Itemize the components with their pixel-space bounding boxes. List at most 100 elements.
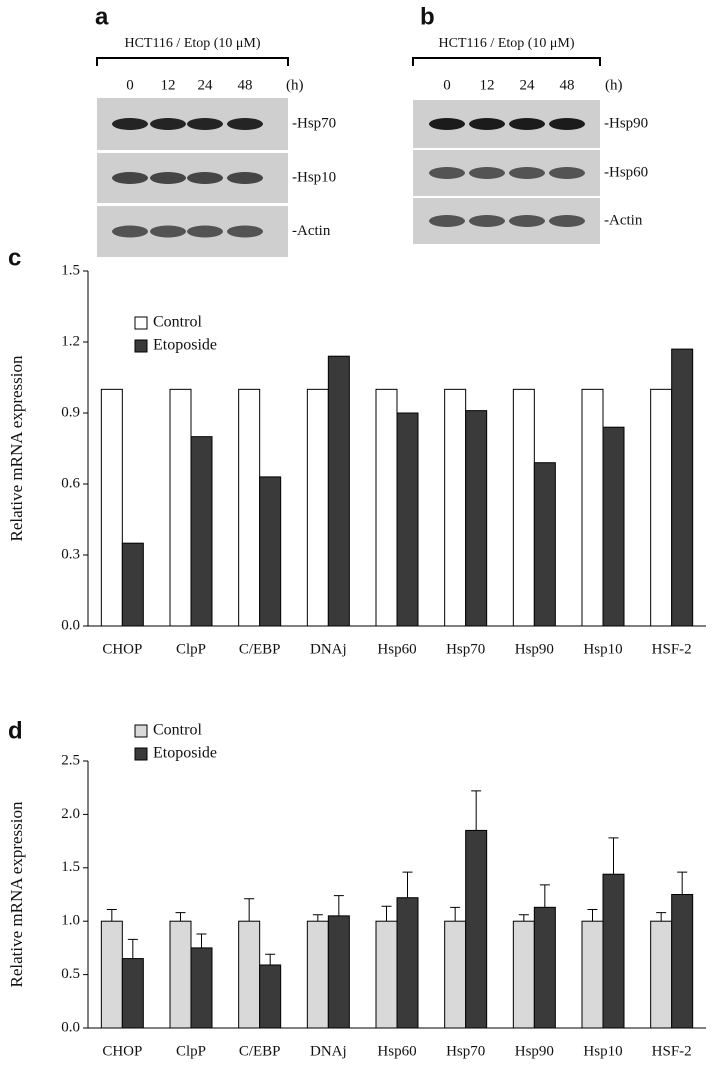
y-axis-label: Relative mRNA expression (7, 801, 26, 988)
blot-band (549, 118, 585, 130)
error-bar (175, 912, 186, 922)
x-tick-label: Hsp70 (446, 1043, 485, 1059)
x-tick-label: ClpP (176, 641, 206, 657)
error-bar (381, 905, 392, 922)
condition-label: HCT116 / Etop (10 μM) (438, 36, 574, 51)
band-label: -Hsp60 (604, 164, 648, 180)
time-unit: (h) (605, 77, 623, 93)
condition-label: HCT116 / Etop (10 μM) (124, 36, 260, 51)
band-label: -Actin (604, 212, 643, 228)
legend-label: Control (153, 722, 202, 739)
timepoint-label: 48 (238, 77, 253, 93)
bar (533, 462, 556, 627)
blot-band (549, 167, 585, 179)
error-bar (677, 871, 688, 895)
y-tick-label: 2.5 (61, 752, 80, 768)
blot-band (187, 118, 223, 130)
bar (444, 920, 467, 1029)
timepoint-label: 12 (161, 77, 176, 93)
bracket (96, 57, 289, 66)
x-tick-label: DNAj (310, 1043, 347, 1059)
bar (465, 829, 488, 1029)
error-bar (265, 953, 276, 965)
blot-band (429, 167, 465, 179)
y-tick-label: 0.0 (61, 617, 80, 633)
blot-band (150, 172, 186, 184)
bar (169, 920, 192, 1029)
y-tick-label: 0.5 (61, 966, 80, 982)
bar (581, 920, 604, 1029)
bar (327, 355, 350, 627)
y-axis-label: Relative mRNA expression (7, 355, 26, 542)
blot-band (509, 215, 545, 227)
panel-letter: a (95, 3, 109, 30)
bar (650, 920, 673, 1029)
bar (259, 476, 282, 627)
x-tick-label: Hsp70 (446, 641, 485, 657)
legend-swatch (134, 747, 148, 761)
bar (465, 410, 488, 627)
legend-swatch (134, 339, 148, 353)
band-label: -Hsp90 (604, 115, 648, 131)
y-tick-label: 1.0 (61, 913, 80, 929)
timepoint-label: 0 (443, 77, 451, 93)
panel-letter: c (8, 244, 21, 271)
bar (306, 920, 329, 1029)
bar (581, 388, 604, 627)
bar (602, 873, 625, 1029)
x-tick-label: Hsp60 (377, 1043, 416, 1059)
error-bar (608, 837, 619, 875)
bar (396, 897, 419, 1029)
bar (375, 388, 398, 627)
y-tick-label: 2.0 (61, 806, 80, 822)
timepoint-label: 0 (126, 77, 134, 93)
x-tick-label: HSF-2 (652, 1043, 692, 1059)
bar (602, 426, 625, 627)
x-tick-label: ClpP (176, 1043, 206, 1059)
y-tick-label: 1.5 (61, 859, 80, 875)
blot-band (150, 118, 186, 130)
y-tick-label: 1.2 (61, 333, 80, 349)
blot-band (227, 225, 263, 238)
x-tick-label: CHOP (102, 1043, 142, 1059)
error-bar (196, 933, 207, 948)
x-tick-label: Hsp10 (583, 641, 622, 657)
time-unit: (h) (286, 77, 304, 93)
bar (671, 348, 694, 627)
error-bar (402, 871, 413, 898)
bracket (412, 57, 601, 66)
y-tick-label: 0.6 (61, 475, 80, 491)
blot-band (509, 167, 545, 179)
error-bar (539, 884, 550, 908)
error-bar (656, 912, 667, 922)
legend-swatch (134, 724, 148, 738)
bar (169, 388, 192, 627)
timepoint-label: 24 (520, 77, 536, 93)
blot-band (549, 215, 585, 227)
bar (375, 920, 398, 1029)
error-bar (312, 914, 323, 922)
y-tick-label: 0.0 (61, 1019, 80, 1035)
error-bar (333, 895, 344, 916)
bar (259, 964, 282, 1029)
timepoint-label: 24 (198, 77, 214, 93)
bar (121, 542, 144, 627)
error-bar (587, 908, 598, 922)
bar (190, 436, 213, 627)
blot-band (150, 225, 186, 238)
error-bar (518, 914, 529, 922)
blot-band (509, 118, 545, 130)
bar (396, 412, 419, 627)
blot-band (469, 167, 505, 179)
bar (121, 958, 144, 1029)
bar (100, 920, 123, 1029)
bar (306, 388, 329, 627)
timepoint-label: 48 (560, 77, 575, 93)
blot-band (187, 225, 223, 238)
blot-band (429, 118, 465, 130)
error-bar (127, 938, 138, 959)
x-tick-label: Hsp60 (377, 641, 416, 657)
error-bar (106, 908, 117, 922)
bar (512, 920, 535, 1029)
